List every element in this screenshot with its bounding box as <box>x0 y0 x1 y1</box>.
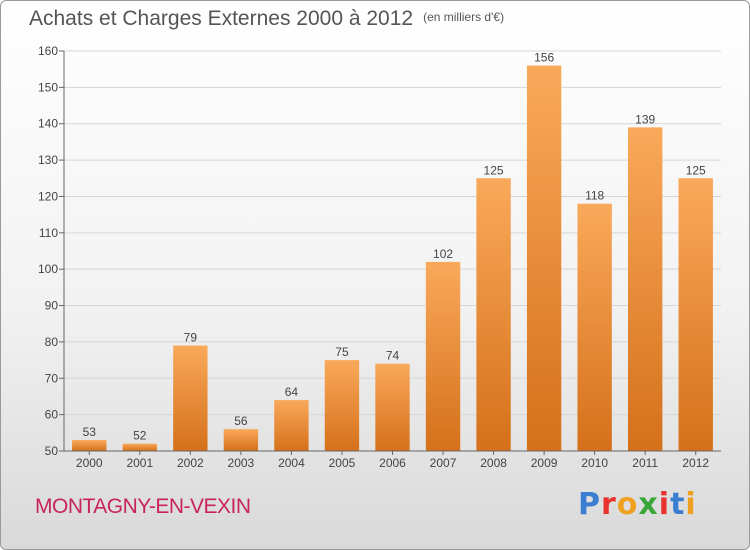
bar-value-label: 125 <box>686 163 706 177</box>
y-tick-label: 60 <box>45 408 59 422</box>
chart-subtitle: (en milliers d'€) <box>423 10 505 24</box>
logo-letter: i <box>685 487 697 522</box>
commune-name: MONTAGNY-EN-VEXIN <box>35 495 251 518</box>
x-tick-label: 2008 <box>480 456 507 470</box>
y-tick-label: 90 <box>45 299 59 313</box>
bar-value-label: 139 <box>635 112 655 126</box>
logo-letter: i <box>658 487 671 522</box>
bars: 53 52 79 56 64 75 74 102 125 156 118 139 125 <box>72 51 713 452</box>
bar <box>173 345 208 451</box>
y-tick-label: 50 <box>45 444 59 458</box>
y-tick-label: 70 <box>45 371 59 385</box>
y-tick-label: 150 <box>38 80 58 94</box>
bar <box>628 127 663 451</box>
y-axis: 50 60 70 80 90 100 110 120 130 140 150 160 <box>38 44 65 458</box>
x-tick-label: 2000 <box>76 456 103 470</box>
bar <box>72 440 107 451</box>
bar-value-label: 118 <box>585 189 604 203</box>
bar <box>577 203 612 451</box>
logo-letter: t <box>670 487 686 522</box>
bar <box>324 360 360 451</box>
proxiti-logo[interactable]: Proxiti <box>578 487 697 522</box>
bar-value-label: 56 <box>234 414 248 428</box>
y-tick-label: 80 <box>45 335 59 349</box>
x-tick-label: 2010 <box>581 456 608 470</box>
x-tick-label: 2007 <box>430 456 457 470</box>
logo-letter: P <box>578 487 601 522</box>
chart-title: Achats et Charges Externes 2000 à 2012 (e… <box>29 7 504 31</box>
y-tick-label: 130 <box>38 153 58 167</box>
bar <box>526 65 562 451</box>
x-tick-label: 2011 <box>632 456 658 470</box>
x-tick-label: 2004 <box>278 456 305 470</box>
bar-value-label: 53 <box>83 425 97 439</box>
x-tick-label: 2003 <box>228 456 255 470</box>
bar <box>122 443 157 451</box>
logo-letter: o <box>616 487 639 522</box>
bar-value-label: 156 <box>534 51 554 65</box>
bar <box>678 178 713 452</box>
x-tick-label: 2009 <box>531 456 558 470</box>
bar <box>476 178 511 452</box>
x-tick-label: 2006 <box>379 456 406 470</box>
y-tick-label: 120 <box>38 189 58 203</box>
x-tick-label: 2001 <box>126 456 153 470</box>
y-tick-label: 110 <box>39 226 58 240</box>
y-tick-label: 100 <box>38 262 58 276</box>
bar <box>375 363 410 451</box>
bar <box>223 429 259 451</box>
bar-value-label: 125 <box>484 163 504 177</box>
x-tick-label: 2005 <box>329 456 356 470</box>
x-tick-label: 2002 <box>177 456 204 470</box>
bar <box>425 261 461 451</box>
logo-letter: x <box>638 487 659 522</box>
y-tick-label: 160 <box>38 44 58 58</box>
bar-value-label: 79 <box>184 331 198 345</box>
bar-value-label: 102 <box>433 247 453 261</box>
logo-letter: r <box>601 487 617 522</box>
bar-value-label: 64 <box>285 385 299 399</box>
x-axis: 2000 2001 2002 2003 2004 2005 2006 2007 2008 2009… <box>64 450 721 470</box>
chart-title-text: Achats et Charges Externes 2000 à 2012 <box>29 7 414 30</box>
bar <box>274 400 309 451</box>
y-tick-label: 140 <box>38 117 58 131</box>
bar-value-label: 75 <box>335 345 349 359</box>
bar-value-label: 52 <box>133 429 147 443</box>
x-tick-label: 2012 <box>682 456 709 470</box>
bar-value-label: 74 <box>386 349 400 363</box>
